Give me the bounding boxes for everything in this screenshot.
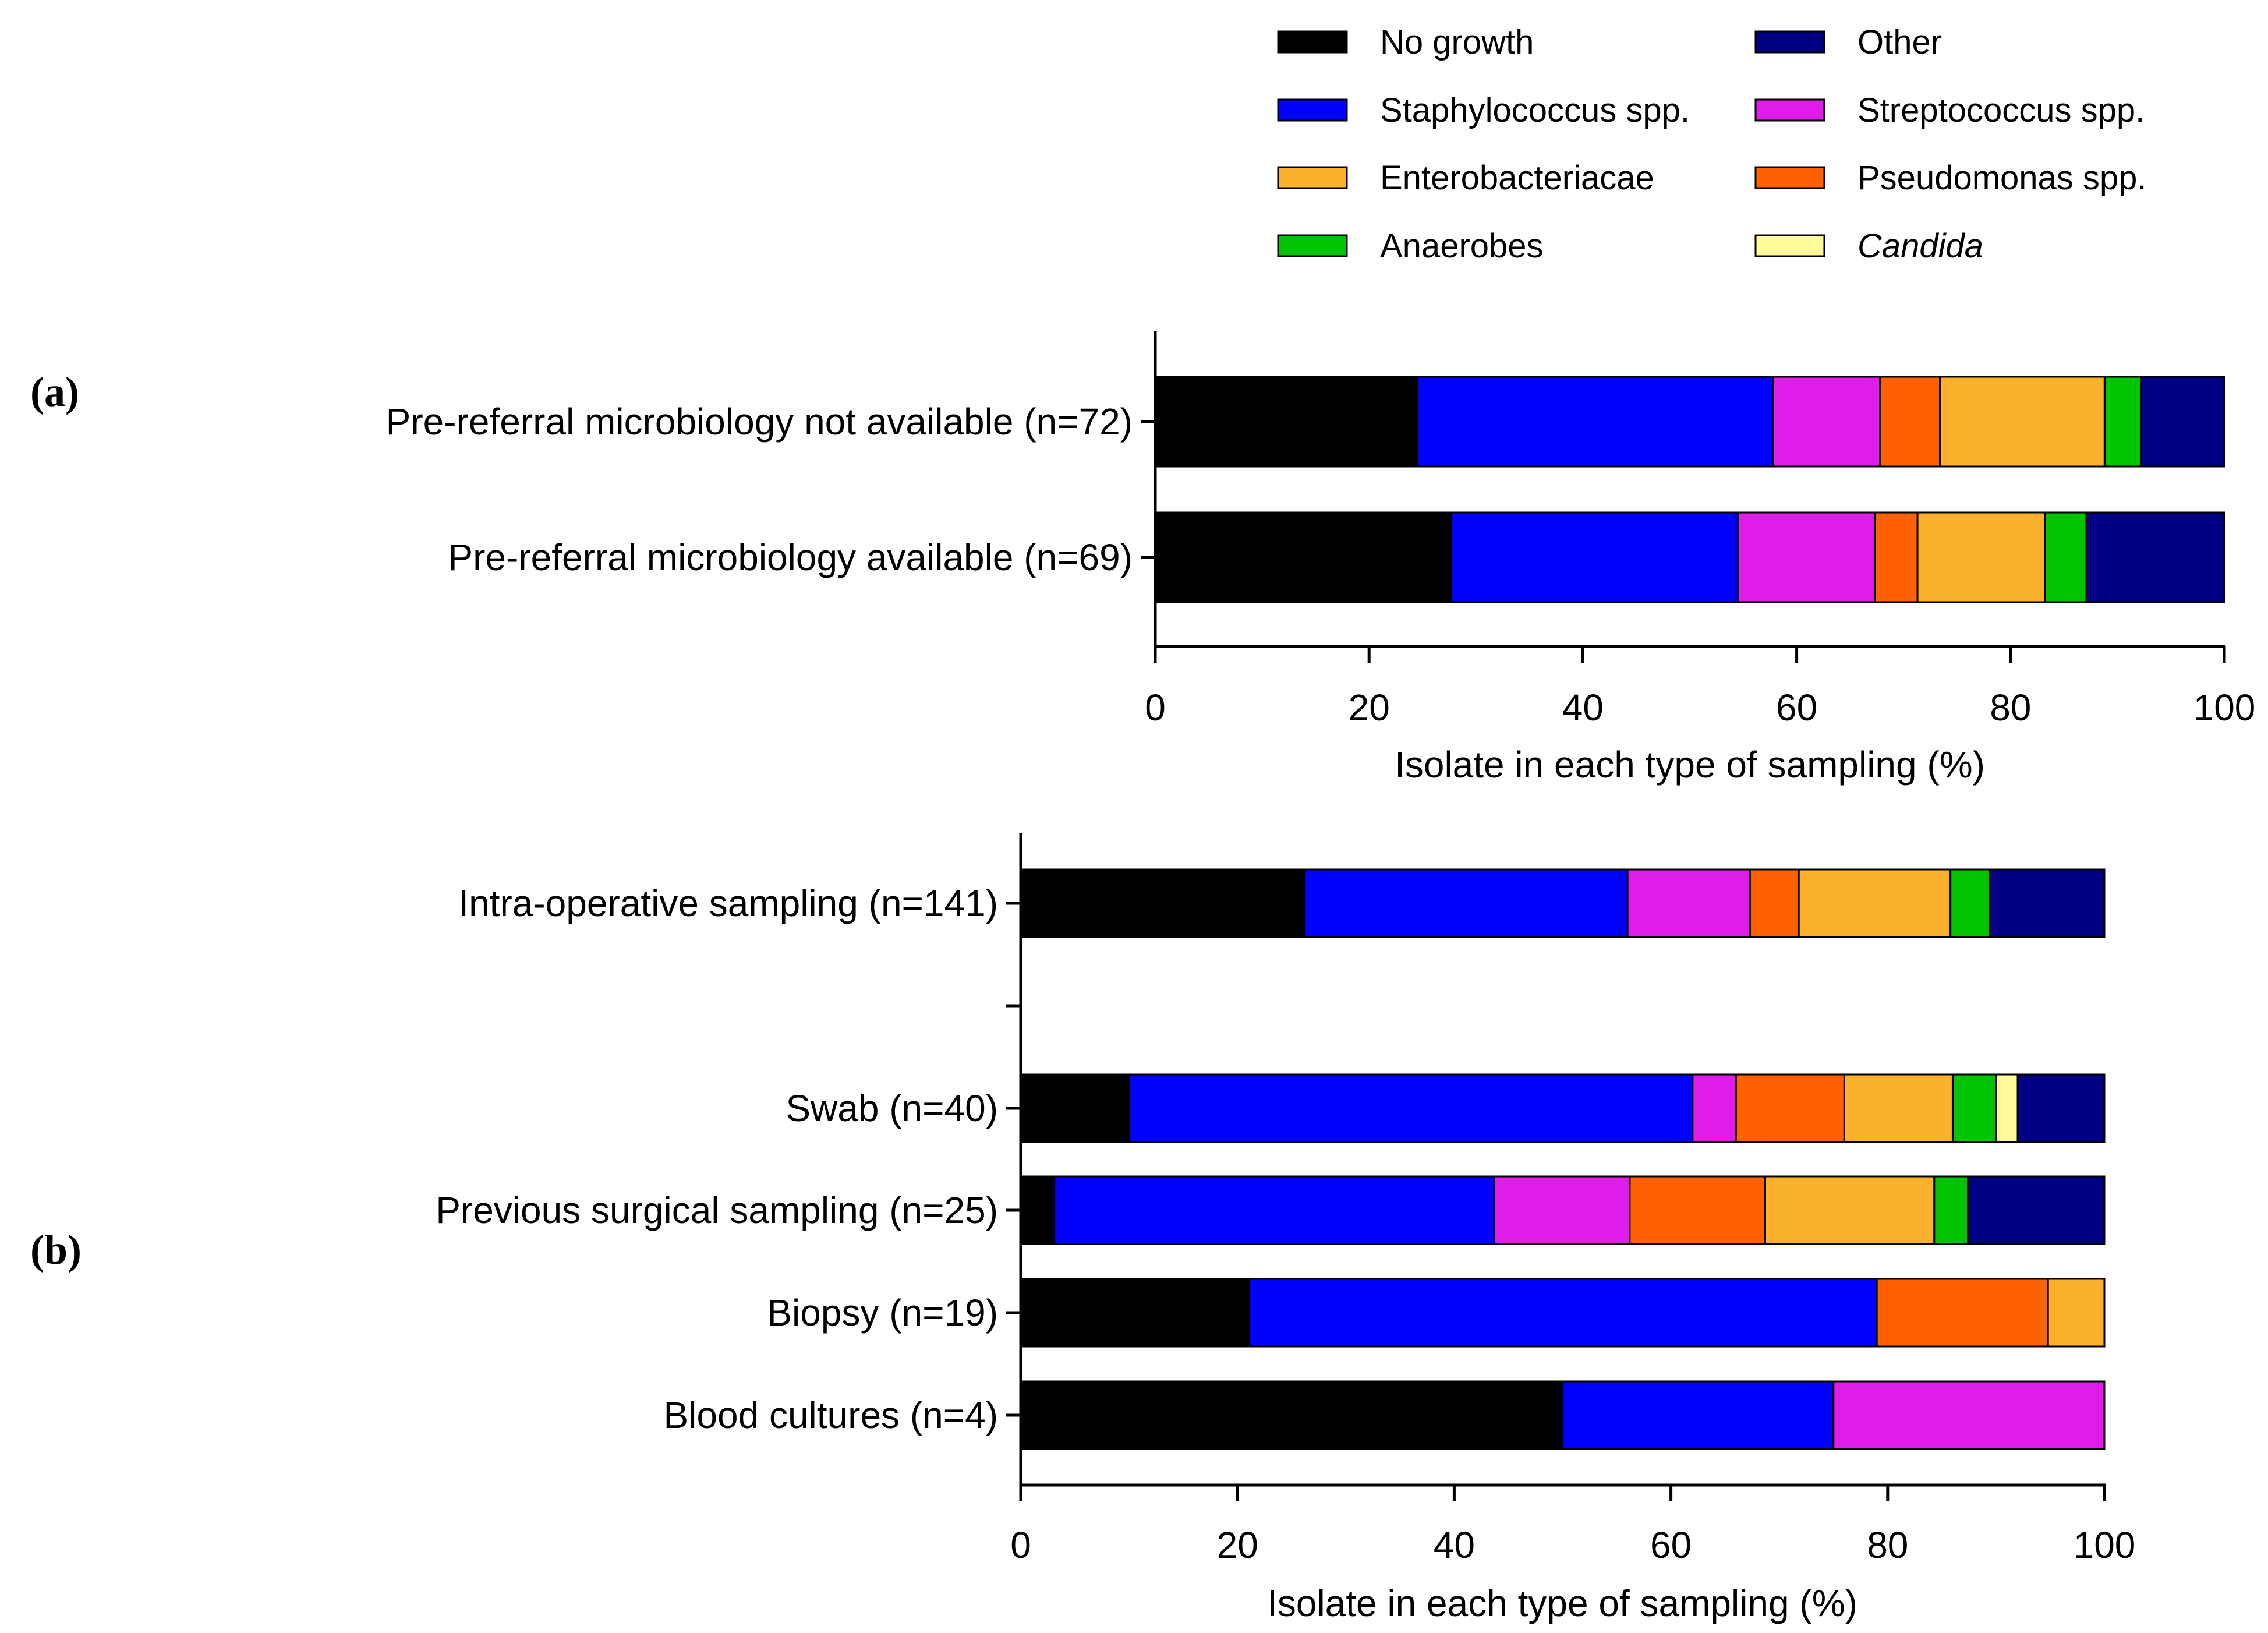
bar-segment-candida-2: [1995, 1073, 2019, 1143]
bar-segment-pseudo-4: [1876, 1278, 2049, 1348]
legend-swatch-no_growth: [1277, 30, 1348, 54]
x-tick-label-60: 60: [1776, 687, 1817, 729]
category-label-5: Blood cultures (n=4): [663, 1394, 998, 1436]
x-tick-label-0: 0: [1145, 687, 1166, 729]
legend-swatch-strep: [1754, 98, 1825, 122]
legend-swatch-pseudo: [1754, 166, 1825, 189]
legend-label-entero: Enterobacteriacae: [1380, 159, 1654, 197]
x-axis-title: Isolate in each type of sampling (%): [1395, 744, 1985, 786]
bar-segment-staph-2: [1128, 1073, 1694, 1143]
x-tick-label-40: 40: [1434, 1524, 1475, 1566]
legend-label-no_growth: No growth: [1380, 23, 1534, 61]
bar-segment-no_growth-2: [1020, 1073, 1130, 1143]
legend-swatch-other: [1754, 30, 1825, 54]
bar-segment-no_growth-1: [1154, 376, 1418, 468]
category-label-3: Previous surgical sampling (n=25): [436, 1189, 998, 1231]
bar-segment-strep-1: [1772, 376, 1881, 468]
bar-segment-no_growth-3: [1020, 1175, 1056, 1245]
bar-segment-entero-2: [1916, 511, 2046, 603]
bar-segment-entero-4: [2047, 1278, 2106, 1348]
bar-segment-staph-2: [1450, 511, 1739, 603]
legend-label-staph: Staphylococcus spp.: [1380, 91, 1690, 129]
category-label-1: Pre-referral microbiology not available …: [386, 401, 1133, 443]
bar-segment-other-1: [1989, 868, 2106, 938]
bar-segment-anaerobes-1: [1949, 868, 1991, 938]
panel-label-a: (a): [30, 369, 79, 415]
legend-label-anaerobes: Anaerobes: [1380, 227, 1544, 265]
x-axis-title: Isolate in each type of sampling (%): [1267, 1582, 1857, 1624]
x-tick-label-0: 0: [1010, 1524, 1031, 1566]
bar-segment-staph-1: [1304, 868, 1629, 938]
bar-segment-anaerobes-2: [1951, 1073, 1997, 1143]
bar-segment-entero-3: [1764, 1175, 1936, 1245]
bar-segment-no_growth-5: [1020, 1380, 1563, 1450]
bar-segment-strep-3: [1493, 1175, 1631, 1245]
bar-segment-strep-2: [1737, 511, 1876, 603]
panel-b-chart: Intra-operative sampling (n=141) Swab (n=…: [436, 833, 2135, 1624]
category-label-2: Swab (n=40): [786, 1087, 998, 1129]
legend-label-pseudo: Pseudomonas spp.: [1857, 159, 2147, 197]
legend-swatch-staph: [1277, 98, 1348, 122]
panel-a-chart: Pre-referral microbiology not available …: [386, 331, 2256, 786]
bar-segment-pseudo-3: [1629, 1175, 1767, 1245]
bar-segment-pseudo-1: [1749, 868, 1800, 938]
bar-segment-strep-2: [1692, 1073, 1737, 1143]
bar-segment-other-2: [2085, 511, 2225, 603]
bar-segment-pseudo-1: [1879, 376, 1941, 468]
bar-segment-staph-3: [1053, 1175, 1495, 1245]
x-tick-label-80: 80: [1990, 687, 2031, 729]
bar-segment-staph-4: [1248, 1278, 1878, 1348]
legend-label-strep: Streptococcus spp.: [1857, 91, 2145, 129]
x-tick-label-100: 100: [2074, 1524, 2136, 1566]
bar-segment-anaerobes-3: [1933, 1175, 1969, 1245]
legend: No growth Staphylococcus spp. Enterobacter…: [1277, 23, 2147, 265]
bar-segment-other-2: [2016, 1073, 2106, 1143]
legend-label-candida: Candida: [1857, 227, 1983, 265]
x-tick-label-40: 40: [1562, 687, 1604, 729]
legend-swatch-candida: [1754, 234, 1825, 257]
bar-segment-staph-1: [1416, 376, 1774, 468]
bar-segment-strep-1: [1626, 868, 1751, 938]
bar-segment-anaerobes-1: [2103, 376, 2142, 468]
category-label-4: Biopsy (n=19): [767, 1292, 998, 1334]
legend-label-other: Other: [1857, 23, 1942, 61]
bar-segment-other-1: [2140, 376, 2225, 468]
bar-segment-no_growth-1: [1020, 868, 1306, 938]
bar-segment-pseudo-2: [1735, 1073, 1845, 1143]
legend-swatch-anaerobes: [1277, 234, 1348, 257]
x-tick-label-60: 60: [1650, 1524, 1692, 1566]
category-label-2: Pre-referral microbiology available (n=6…: [448, 536, 1133, 578]
category-label-1: Intra-operative sampling (n=141): [458, 882, 998, 924]
bar-segment-anaerobes-2: [2044, 511, 2087, 603]
x-tick-label-20: 20: [1217, 1524, 1258, 1566]
bar-segment-other-3: [1967, 1175, 2106, 1245]
bar-segment-entero-2: [1843, 1073, 1954, 1143]
bar-segment-strep-5: [1832, 1380, 2106, 1450]
bar-segment-no_growth-4: [1020, 1278, 1251, 1348]
x-tick-label-80: 80: [1867, 1524, 1908, 1566]
x-tick-label-100: 100: [2193, 687, 2256, 729]
bar-segment-pseudo-2: [1874, 511, 1919, 603]
x-tick-label-20: 20: [1349, 687, 1390, 729]
bar-segment-entero-1: [1798, 868, 1952, 938]
legend-swatch-entero: [1277, 166, 1348, 189]
bar-segment-no_growth-2: [1154, 511, 1453, 603]
bar-segment-entero-1: [1939, 376, 2106, 468]
panel-label-b: (b): [30, 1226, 82, 1273]
bar-segment-staph-5: [1562, 1380, 1835, 1450]
